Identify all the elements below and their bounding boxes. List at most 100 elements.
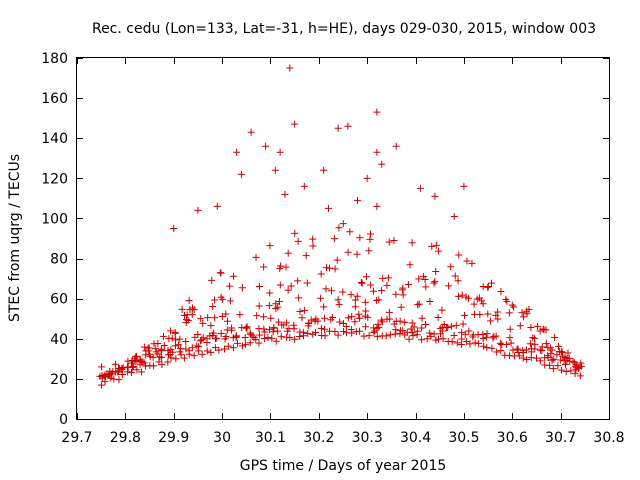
data-point bbox=[217, 329, 225, 337]
data-point bbox=[357, 279, 365, 287]
data-point bbox=[333, 256, 341, 264]
data-point bbox=[515, 352, 523, 360]
data-point bbox=[482, 333, 490, 341]
data-point bbox=[406, 261, 414, 269]
y-tick-label: 120 bbox=[41, 171, 68, 187]
data-point bbox=[272, 337, 280, 345]
data-point bbox=[238, 284, 246, 292]
data-point bbox=[301, 306, 309, 314]
data-point bbox=[347, 326, 355, 334]
data-point bbox=[358, 279, 366, 287]
data-point bbox=[339, 288, 347, 296]
data-point bbox=[215, 346, 223, 354]
data-point bbox=[221, 345, 229, 353]
data-point bbox=[321, 314, 329, 322]
data-point bbox=[408, 329, 416, 337]
data-point bbox=[340, 327, 348, 335]
data-point bbox=[199, 334, 207, 342]
data-point bbox=[197, 315, 205, 323]
data-point bbox=[342, 322, 350, 330]
data-point bbox=[516, 322, 524, 330]
data-point bbox=[207, 348, 215, 356]
data-point bbox=[157, 347, 165, 355]
data-point bbox=[405, 335, 413, 343]
data-point bbox=[562, 368, 570, 376]
data-point bbox=[450, 212, 458, 220]
data-point bbox=[267, 314, 275, 322]
data-point bbox=[296, 308, 304, 316]
data-point bbox=[418, 324, 426, 332]
data-point bbox=[195, 343, 203, 351]
data-point bbox=[287, 282, 295, 290]
data-point bbox=[188, 344, 196, 352]
data-point bbox=[334, 296, 342, 304]
data-point bbox=[146, 353, 154, 361]
data-point bbox=[309, 235, 317, 243]
data-point bbox=[458, 328, 466, 336]
data-point bbox=[255, 339, 263, 347]
data-point bbox=[253, 312, 261, 320]
data-point bbox=[503, 341, 511, 349]
data-point bbox=[228, 324, 236, 332]
data-point bbox=[284, 286, 292, 294]
data-point bbox=[392, 290, 400, 298]
data-point bbox=[327, 287, 335, 295]
data-point bbox=[365, 247, 373, 255]
data-point bbox=[507, 339, 515, 347]
data-point bbox=[140, 343, 148, 351]
data-point bbox=[331, 327, 339, 335]
data-point bbox=[484, 310, 492, 318]
data-point bbox=[160, 342, 168, 350]
data-point bbox=[351, 318, 359, 326]
data-point bbox=[176, 335, 184, 343]
data-point bbox=[129, 363, 137, 371]
data-point bbox=[98, 363, 106, 371]
data-point bbox=[291, 229, 299, 237]
data-point bbox=[461, 311, 469, 319]
data-point bbox=[260, 263, 268, 271]
data-point bbox=[448, 338, 456, 346]
data-point bbox=[565, 354, 573, 362]
data-point bbox=[265, 302, 273, 310]
data-point bbox=[188, 311, 196, 319]
data-point bbox=[460, 182, 468, 190]
data-point bbox=[294, 277, 302, 285]
data-point bbox=[353, 250, 361, 258]
data-point bbox=[276, 281, 284, 289]
data-point bbox=[217, 269, 225, 277]
data-point bbox=[237, 170, 245, 178]
data-point bbox=[124, 357, 132, 365]
data-point bbox=[166, 350, 174, 358]
x-tick-label: 29.8 bbox=[110, 430, 141, 446]
data-point bbox=[213, 202, 221, 210]
data-point bbox=[351, 303, 359, 311]
data-point bbox=[295, 294, 303, 302]
data-point bbox=[367, 281, 375, 289]
data-point bbox=[438, 306, 446, 314]
data-point bbox=[392, 142, 400, 150]
data-point bbox=[269, 328, 277, 336]
data-point bbox=[193, 342, 201, 350]
data-point bbox=[167, 345, 175, 353]
data-point bbox=[261, 328, 269, 336]
data-point bbox=[417, 336, 425, 344]
data-point bbox=[554, 362, 562, 370]
data-point bbox=[455, 251, 463, 259]
data-point bbox=[226, 282, 234, 290]
x-tick-label: 30.7 bbox=[545, 430, 576, 446]
data-point bbox=[470, 300, 478, 308]
data-point bbox=[354, 196, 362, 204]
data-point bbox=[194, 330, 202, 338]
data-point bbox=[224, 342, 232, 350]
data-point bbox=[396, 317, 404, 325]
data-point bbox=[317, 324, 325, 332]
data-point bbox=[519, 346, 527, 354]
data-point bbox=[382, 332, 390, 340]
x-tick-label: 30.8 bbox=[593, 430, 624, 446]
data-point bbox=[185, 347, 193, 355]
data-point bbox=[373, 148, 381, 156]
data-point bbox=[158, 361, 166, 369]
y-axis-label: STEC from uqrg / TECUs bbox=[7, 154, 23, 322]
data-point bbox=[275, 298, 283, 306]
data-point bbox=[461, 330, 469, 338]
